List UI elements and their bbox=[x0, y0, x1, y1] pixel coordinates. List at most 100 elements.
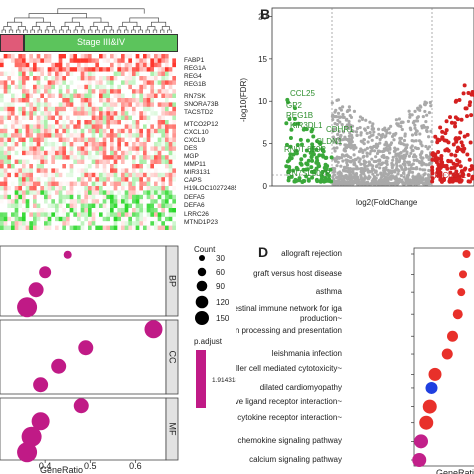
x-tick-label: 0.6 bbox=[129, 461, 142, 471]
volcano-point bbox=[418, 174, 422, 179]
gene-label: MMP11 bbox=[184, 161, 206, 168]
volcano-point bbox=[465, 132, 470, 137]
volcano-point bbox=[328, 179, 333, 184]
volcano-point bbox=[320, 153, 325, 158]
volcano-point bbox=[362, 172, 366, 176]
volcano-point bbox=[444, 119, 449, 124]
volcano-point bbox=[378, 137, 382, 142]
volcano-point bbox=[293, 177, 298, 182]
count-legend-dot bbox=[197, 267, 207, 277]
panel-b-volcano: B 0 5 10 15 20 -log10(FDR) log2(FoldChange CCL2… bbox=[236, 0, 474, 235]
volcano-point bbox=[333, 149, 337, 153]
facet-label: BP bbox=[168, 275, 178, 287]
volcano-point bbox=[315, 139, 320, 144]
y-axis-label: -log10(FDR) bbox=[239, 78, 248, 122]
volcano-point bbox=[367, 160, 371, 164]
volcano-point bbox=[335, 146, 339, 150]
volcano-point bbox=[336, 111, 341, 115]
volcano-point bbox=[361, 155, 365, 159]
volcano-point bbox=[358, 157, 362, 161]
volcano-point bbox=[377, 158, 382, 162]
volcano-point bbox=[351, 129, 355, 133]
volcano-point bbox=[374, 165, 379, 169]
panel-d-kegg: D allograft rejection graft versus host d… bbox=[236, 240, 474, 474]
go-dot bbox=[63, 250, 72, 259]
volcano-point bbox=[359, 131, 363, 135]
volcano-point bbox=[419, 155, 423, 159]
pathway-dot bbox=[412, 453, 427, 467]
volcano-point bbox=[468, 140, 473, 145]
panel-c-dotplot: edivityioneexexexexingivityivityivity BP… bbox=[0, 240, 236, 474]
volcano-point bbox=[416, 176, 420, 181]
pathway-dot bbox=[447, 330, 458, 342]
volcano-point bbox=[466, 90, 471, 95]
volcano-point bbox=[402, 149, 406, 153]
panel-letter-b: B bbox=[260, 6, 271, 22]
volcano-point bbox=[341, 182, 345, 186]
volcano-point bbox=[309, 165, 314, 170]
volcano-point bbox=[424, 144, 428, 149]
volcano-point bbox=[336, 182, 340, 186]
volcano-point bbox=[287, 117, 292, 122]
volcano-point bbox=[363, 175, 367, 179]
volcano-point bbox=[340, 122, 344, 127]
volcano-point bbox=[402, 138, 407, 143]
group-bar-high: Stage III&IV bbox=[24, 34, 178, 52]
heatmap-grid bbox=[0, 54, 176, 230]
volcano-point bbox=[331, 175, 335, 179]
volcano-point bbox=[310, 158, 315, 163]
volcano-point bbox=[390, 166, 394, 170]
volcano-point bbox=[394, 161, 399, 166]
pathway-dot bbox=[422, 399, 437, 414]
volcano-point bbox=[449, 152, 454, 157]
count-legend-dot bbox=[195, 295, 209, 309]
volcano-point bbox=[376, 127, 381, 131]
volcano-point bbox=[401, 171, 406, 175]
volcano-point bbox=[470, 89, 474, 94]
volcano-point bbox=[363, 128, 368, 132]
volcano-point bbox=[352, 162, 356, 166]
volcano-point bbox=[454, 177, 459, 182]
volcano-point bbox=[448, 170, 453, 175]
volcano-point bbox=[368, 152, 372, 156]
count-legend-value: 120 bbox=[216, 298, 230, 307]
volcano-point bbox=[345, 143, 349, 147]
volcano-point bbox=[423, 103, 427, 107]
volcano-point bbox=[351, 158, 355, 162]
volcano-point bbox=[430, 152, 435, 157]
volcano-point bbox=[462, 83, 467, 88]
volcano-point bbox=[368, 120, 372, 124]
volcano-point bbox=[430, 165, 435, 170]
volcano-point bbox=[414, 119, 419, 123]
volcano-point bbox=[333, 114, 337, 119]
volcano-point bbox=[374, 142, 378, 146]
gene-label: LRRC26 bbox=[184, 211, 209, 218]
y-tick-label: 20 bbox=[258, 12, 267, 21]
volcano-point bbox=[446, 140, 451, 145]
volcano-point bbox=[314, 147, 319, 152]
go-dot bbox=[73, 398, 89, 414]
gene-label: CXCL10 bbox=[184, 129, 209, 136]
volcano-point bbox=[385, 155, 389, 160]
volcano-point bbox=[314, 155, 319, 160]
volcano-point bbox=[384, 161, 388, 165]
volcano-point bbox=[395, 157, 399, 161]
volcano-point bbox=[311, 134, 316, 139]
volcano-point bbox=[461, 149, 466, 154]
volcano-point bbox=[332, 170, 336, 174]
pathway-dot bbox=[414, 434, 428, 449]
pathway-label: calcium signaling pathway bbox=[249, 455, 342, 464]
volcano-point bbox=[451, 161, 456, 166]
volcano-point bbox=[302, 153, 307, 158]
volcano-point bbox=[427, 145, 432, 149]
volcano-point bbox=[316, 161, 321, 166]
volcano-point bbox=[406, 173, 410, 177]
volcano-point bbox=[292, 122, 297, 127]
volcano-point bbox=[365, 154, 369, 158]
volcano-point bbox=[355, 126, 360, 131]
volcano-point bbox=[341, 168, 346, 172]
count-legend-title: Count bbox=[194, 245, 216, 254]
volcano-point bbox=[405, 152, 409, 156]
volcano-point bbox=[411, 162, 415, 166]
gene-label: H19LOC102724852 bbox=[184, 185, 236, 192]
